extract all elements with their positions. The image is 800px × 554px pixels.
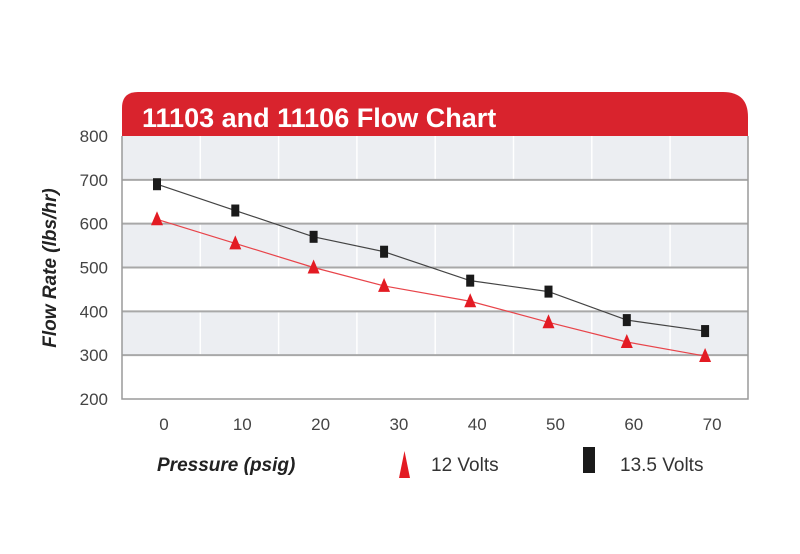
data-point-square (231, 204, 240, 217)
data-point-square (153, 178, 161, 191)
data-point-square (309, 230, 318, 243)
y-tick-label: 500 (80, 259, 108, 278)
x-tick-label: 10 (233, 415, 252, 434)
data-point-square (466, 274, 475, 287)
series-12-volts (151, 211, 712, 363)
data-point-triangle (378, 277, 391, 292)
legend-marker-triangle (399, 451, 410, 478)
title-bar (122, 92, 748, 136)
series-13-5-volts (153, 178, 710, 338)
y-tick-label: 200 (80, 390, 108, 409)
legend: 12 Volts 13.5 Volts (399, 447, 703, 478)
data-point-triangle (620, 334, 633, 349)
data-point-triangle (229, 235, 242, 250)
legend-label-13-5-volts: 13.5 Volts (620, 455, 703, 476)
x-tick-label: 50 (546, 415, 565, 434)
x-tick-label: 0 (159, 415, 168, 434)
data-point-triangle (542, 314, 555, 329)
x-tick-label: 20 (311, 415, 330, 434)
x-tick-label: 70 (703, 415, 722, 434)
x-axis-label: Pressure (psig) (157, 455, 295, 476)
y-tick-label: 700 (80, 171, 108, 190)
series-line (156, 183, 706, 332)
y-tick-label: 400 (80, 302, 108, 321)
y-tick-label: 800 (80, 127, 108, 146)
y-tick-label: 600 (80, 215, 108, 234)
legend-marker-square (583, 447, 595, 473)
plot-frame (121, 136, 749, 400)
x-tick-label: 30 (389, 415, 408, 434)
series-line (156, 218, 706, 357)
data-point-square (622, 314, 631, 327)
chart-title: 11103 and 11106 Flow Chart (142, 103, 496, 133)
x-tick-label: 40 (468, 415, 487, 434)
y-axis-label: Flow Rate (lbs/hr) (40, 188, 61, 347)
data-point-triangle (464, 293, 477, 308)
data-point-triangle (307, 259, 320, 274)
legend-label-12-volts: 12 Volts (431, 455, 499, 476)
data-point-square (544, 285, 553, 298)
data-point-triangle (151, 211, 163, 226)
data-point-square (380, 245, 389, 258)
x-tick-label: 60 (624, 415, 643, 434)
data-point-triangle (699, 348, 712, 363)
y-tick-label: 300 (80, 346, 108, 365)
data-point-square (701, 325, 710, 338)
